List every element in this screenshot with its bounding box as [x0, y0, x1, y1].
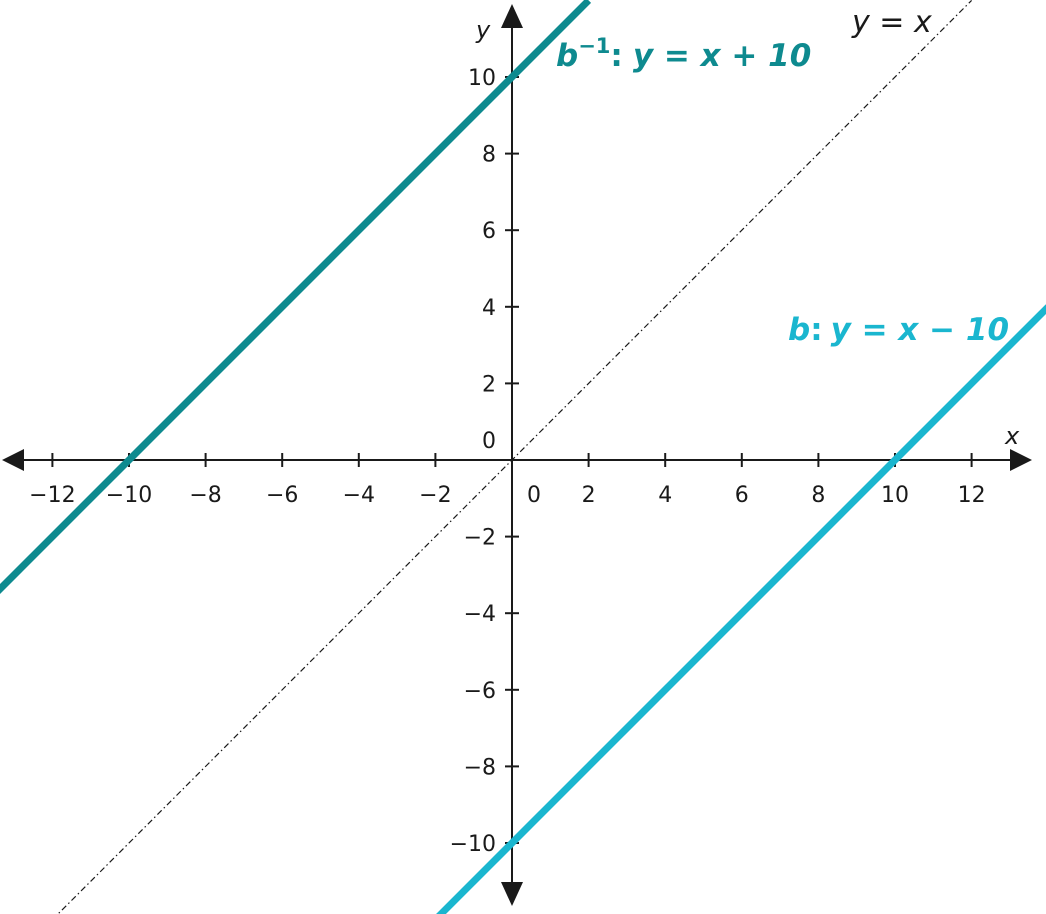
y-tick-label: −8	[464, 755, 496, 780]
x-tick-label: 0	[527, 483, 541, 508]
function-name: b	[788, 312, 810, 348]
y-tick-label: −6	[464, 679, 496, 704]
x-axis-label: x	[1004, 422, 1020, 450]
y-axis-arrow-down	[501, 882, 523, 906]
inverse-function-label: b−1: y = x + 10	[556, 34, 811, 74]
y-tick-label: 8	[482, 143, 496, 168]
identity-line-label: y = x	[851, 5, 932, 40]
y-axis-ticks: −10 −8 −6 −4 −2 0 2 4 6 8 10	[450, 66, 519, 857]
x-tick-label: −4	[343, 483, 375, 508]
y-tick-label: −4	[464, 602, 496, 627]
x-tick-label: −8	[189, 483, 221, 508]
function-b-line	[436, 304, 1046, 914]
y-tick-label: 10	[468, 66, 496, 91]
inverse-function-name: b	[556, 38, 578, 74]
inverse-function-superscript: −1	[578, 34, 610, 58]
x-tick-label: 12	[958, 483, 986, 508]
x-tick-label: −12	[29, 483, 75, 508]
x-tick-label: 10	[881, 483, 909, 508]
x-tick-label: 6	[735, 483, 749, 508]
inverse-function-separator: :	[610, 38, 622, 74]
y-tick-label: 4	[482, 296, 496, 321]
x-tick-label: 8	[811, 483, 825, 508]
inverse-function-equation: y = x + 10	[633, 38, 811, 74]
function-separator: :	[810, 312, 822, 348]
x-tick-label: −6	[266, 483, 298, 508]
x-axis-arrow-right	[1010, 449, 1032, 471]
identity-line	[57, 0, 973, 914]
y-axis-arrow-up	[501, 4, 523, 28]
y-tick-label: −2	[464, 526, 496, 551]
y-axis-label: y	[475, 16, 491, 44]
x-tick-label: −2	[419, 483, 451, 508]
inverse-function-line	[0, 0, 592, 594]
x-tick-label: −10	[106, 483, 152, 508]
x-axis-ticks: −12 −10 −8 −6 −4 −2 0 2 4 6 8 10 12	[29, 453, 986, 508]
x-axis-arrow-left	[2, 449, 24, 471]
y-tick-label: 2	[482, 372, 496, 397]
function-equation: y = x − 10	[831, 312, 1009, 348]
x-tick-label: 2	[582, 483, 596, 508]
x-tick-label: 4	[658, 483, 672, 508]
function-label: b: y = x − 10	[788, 312, 1009, 348]
axes	[2, 4, 1032, 906]
y-tick-label: 6	[482, 219, 496, 244]
y-tick-label: 0	[482, 429, 496, 454]
y-tick-label: −10	[450, 832, 496, 857]
